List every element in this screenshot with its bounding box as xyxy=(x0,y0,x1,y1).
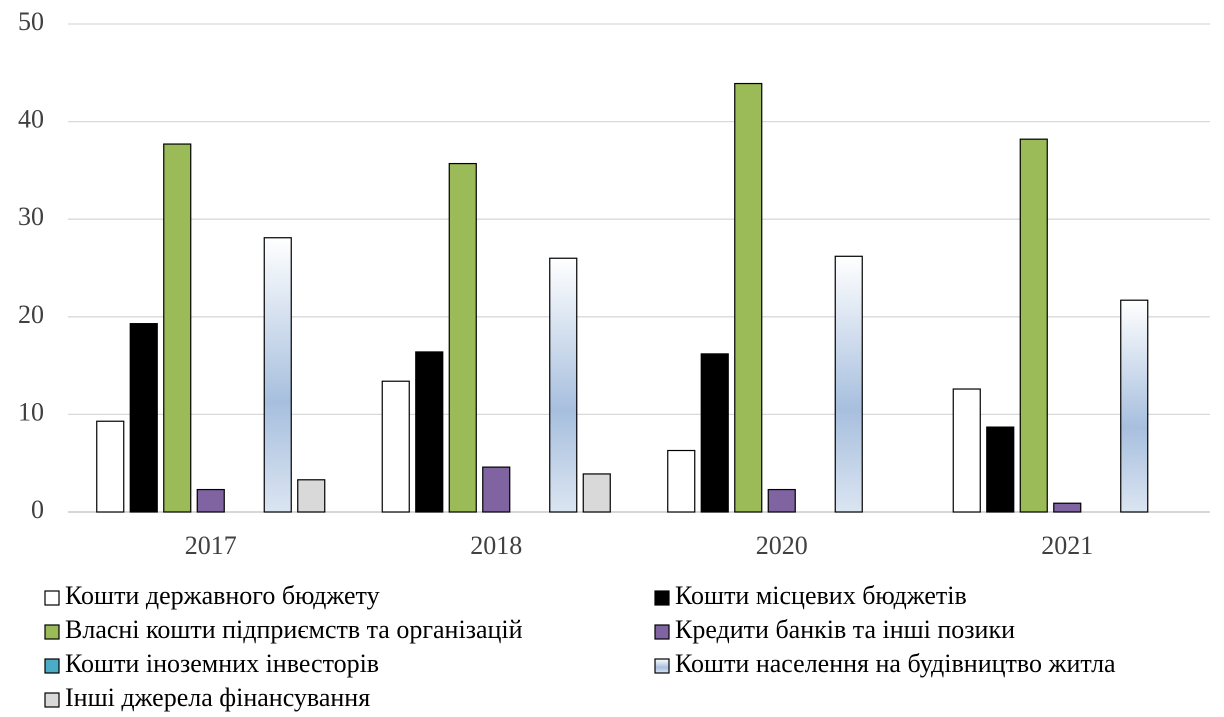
bar xyxy=(767,488,796,513)
bar xyxy=(381,380,410,513)
y-tick-label: 10 xyxy=(18,397,44,426)
bar xyxy=(448,162,477,513)
legend-swatch xyxy=(654,658,670,674)
y-tick-label: 50 xyxy=(18,7,44,36)
bar xyxy=(1120,299,1149,513)
bar xyxy=(129,323,158,513)
x-tick-label: 2021 xyxy=(1041,531,1093,560)
bar xyxy=(549,257,578,513)
bar xyxy=(482,466,511,513)
bar xyxy=(263,237,292,513)
bar xyxy=(163,143,192,513)
legend-swatch xyxy=(654,624,670,640)
legend-label: Кредити банків та інші позики xyxy=(675,615,1015,644)
legend-swatch xyxy=(654,590,670,606)
bar xyxy=(667,449,696,513)
legend-label: Інші джерела фінансування xyxy=(65,683,370,712)
y-tick-label: 20 xyxy=(18,300,44,329)
bar xyxy=(582,473,611,513)
y-tick-label: 30 xyxy=(18,202,44,231)
x-tick-label: 2017 xyxy=(185,531,237,560)
legend-label: Кошти іноземних інвесторів xyxy=(65,649,379,678)
legend-label: Кошти державного бюджету xyxy=(65,581,380,610)
bar xyxy=(834,255,863,513)
bar xyxy=(96,420,125,513)
legend-swatch xyxy=(44,624,60,640)
bar xyxy=(196,488,225,513)
bar xyxy=(1053,502,1082,513)
bar xyxy=(700,353,729,513)
y-tick-label: 40 xyxy=(18,105,44,134)
bar xyxy=(986,426,1015,513)
x-tick-label: 2020 xyxy=(756,531,808,560)
legend-label: Кошти місцевих бюджетів xyxy=(675,581,967,610)
legend-label: Кошти населення на будівництво житла xyxy=(675,649,1116,678)
bar xyxy=(734,82,763,513)
bar xyxy=(952,388,981,513)
bar xyxy=(1019,138,1048,513)
bar xyxy=(415,351,444,513)
legend-label: Власні кошти підприємств та організацій xyxy=(65,615,523,644)
legend-swatch xyxy=(44,692,60,708)
legend-swatch xyxy=(44,658,60,674)
x-tick-label: 2018 xyxy=(470,531,522,560)
legend-swatch xyxy=(44,590,60,606)
y-tick-label: 0 xyxy=(31,495,44,524)
bar xyxy=(297,479,326,513)
